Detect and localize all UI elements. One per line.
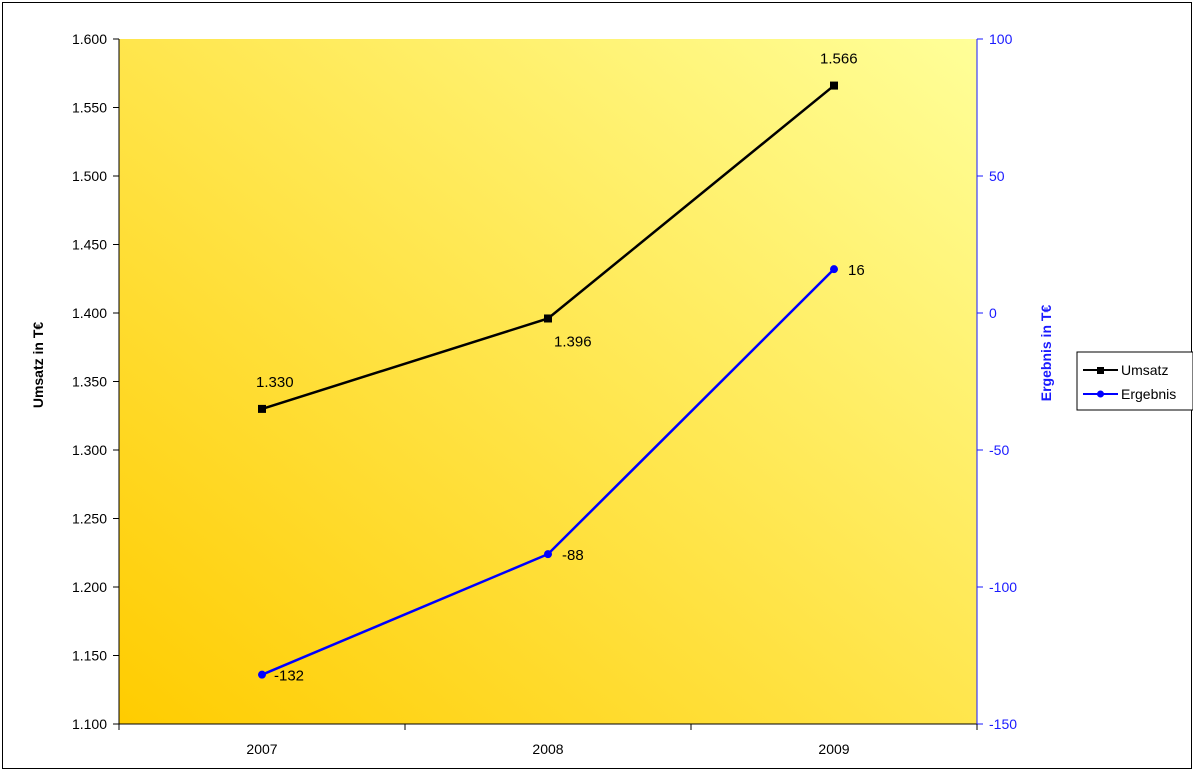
data-point-umsatz <box>544 314 552 323</box>
data-label-ergebnis: -132 <box>274 668 304 685</box>
data-point-ergebnis <box>544 550 552 559</box>
y-tick-label: 1.300 <box>72 442 107 458</box>
legend-label-ergebnis: Ergebnis <box>1121 386 1176 402</box>
y2-tick-label: -150 <box>989 716 1017 732</box>
y2-tick-label: -50 <box>989 442 1009 458</box>
data-point-ergebnis <box>258 670 266 679</box>
y2-tick-label: -100 <box>989 579 1017 595</box>
x-tick-label: 2009 <box>818 741 849 757</box>
plot-area <box>119 39 977 724</box>
data-point-umsatz <box>830 81 838 90</box>
data-label-umsatz: 1.566 <box>820 51 858 68</box>
legend: Umsatz Ergebnis <box>1076 351 1193 411</box>
data-point-ergebnis <box>830 265 838 274</box>
data-label-ergebnis: 16 <box>848 262 865 279</box>
y-tick-label: 1.250 <box>72 511 107 527</box>
y-axis-title: Umsatz in T€ <box>30 322 46 409</box>
y-tick-label: 1.150 <box>72 648 107 664</box>
y-tick-label: 1.550 <box>72 100 107 116</box>
legend-marker-ergebnis <box>1097 390 1104 398</box>
x-tick-label: 2007 <box>246 741 277 757</box>
data-label-umsatz: 1.396 <box>554 333 592 350</box>
legend-marker-umsatz <box>1097 367 1104 374</box>
legend-label-umsatz: Umsatz <box>1121 362 1168 378</box>
y-tick-label: 1.400 <box>72 305 107 321</box>
y2-tick-label: 0 <box>989 305 997 321</box>
y-tick-label: 1.450 <box>72 237 107 253</box>
legend-box <box>1076 351 1193 411</box>
data-point-umsatz <box>258 404 266 413</box>
y-tick-label: 1.500 <box>72 168 107 184</box>
data-label-umsatz: 1.330 <box>256 374 294 391</box>
y-tick-label: 1.200 <box>72 579 107 595</box>
y2-tick-label: 100 <box>989 31 1013 47</box>
data-label-ergebnis: -88 <box>562 547 584 564</box>
x-tick-label: 2008 <box>532 741 563 757</box>
y-tick-label: 1.600 <box>72 31 107 47</box>
y2-tick-label: 50 <box>989 168 1005 184</box>
combo-line-chart: 1.100 1.150 1.200 1.250 1.300 1.350 1.400 1.450… <box>30 31 1193 757</box>
y-tick-label: 1.100 <box>72 716 107 732</box>
y-tick-label: 1.350 <box>72 374 107 390</box>
y2-axis-title: Ergebnis in T€ <box>1038 305 1054 402</box>
